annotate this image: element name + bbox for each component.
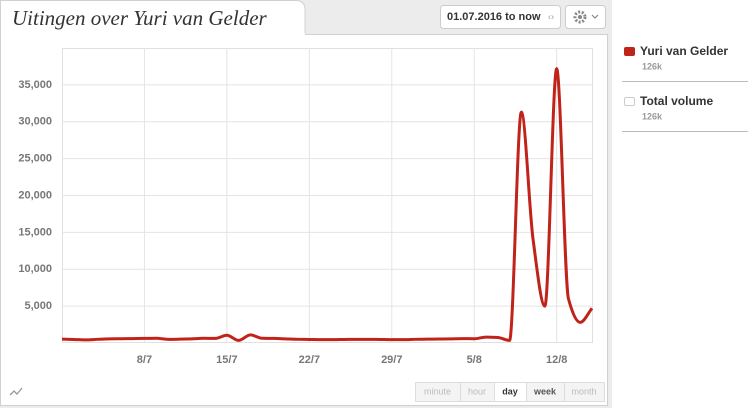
tab-join — [1, 33, 305, 36]
legend-name[interactable]: Yuri van Gelder — [640, 44, 728, 58]
gear-icon — [573, 10, 587, 24]
gear-hub — [578, 15, 582, 19]
y-tick-label: 35,000 — [18, 79, 52, 91]
range-button[interactable] — [564, 382, 605, 402]
x-tick-label: 15/7 — [216, 354, 237, 366]
range-buttons: minute hour day week month — [415, 382, 605, 402]
dropdown-caret — [591, 14, 599, 19]
x-tick-label: 12/8 — [546, 354, 567, 366]
range-label: month — [571, 386, 596, 396]
x-tick-label: 29/7 — [381, 354, 402, 366]
x-tick-label: 5/8 — [467, 354, 482, 366]
y-tick-label: 15,000 — [18, 226, 52, 238]
legend: Yuri van Gelder 126k Total volume 126k — [622, 44, 748, 132]
chart-type-icon[interactable] — [9, 387, 23, 396]
legend-swatch[interactable] — [624, 47, 635, 56]
legend-total: 126k — [642, 61, 663, 71]
y-tick-label: 30,000 — [18, 116, 52, 128]
y-tick-label: 25,000 — [18, 153, 52, 165]
date-button[interactable] — [440, 5, 561, 29]
legend-swatch[interactable] — [624, 97, 635, 106]
date-range: 01.07.2016 to now — [447, 11, 541, 23]
range-label: week — [533, 386, 557, 396]
date-arrows: ‹› — [548, 11, 554, 21]
data-line — [61, 67, 594, 342]
legend-total: 126k — [642, 111, 663, 121]
range-label: day — [502, 386, 518, 396]
range-label: minute — [424, 386, 451, 396]
y-tick-label: 5,000 — [24, 300, 52, 312]
y-tick-label: 10,000 — [18, 263, 52, 275]
plot: 5,000 10,000 15,000 20,000 25,000 30,000 35,00… — [18, 48, 594, 366]
legend-name[interactable]: Total volume — [640, 94, 713, 108]
title-tab — [0, 0, 306, 35]
y-tick-label: 20,000 — [18, 189, 52, 201]
x-tick-label: 22/7 — [299, 354, 320, 366]
chart-title: Uitingen over Yuri van Gelder — [12, 6, 268, 30]
range-label: hour — [468, 386, 486, 396]
x-tick-label: 8/7 — [137, 354, 152, 366]
